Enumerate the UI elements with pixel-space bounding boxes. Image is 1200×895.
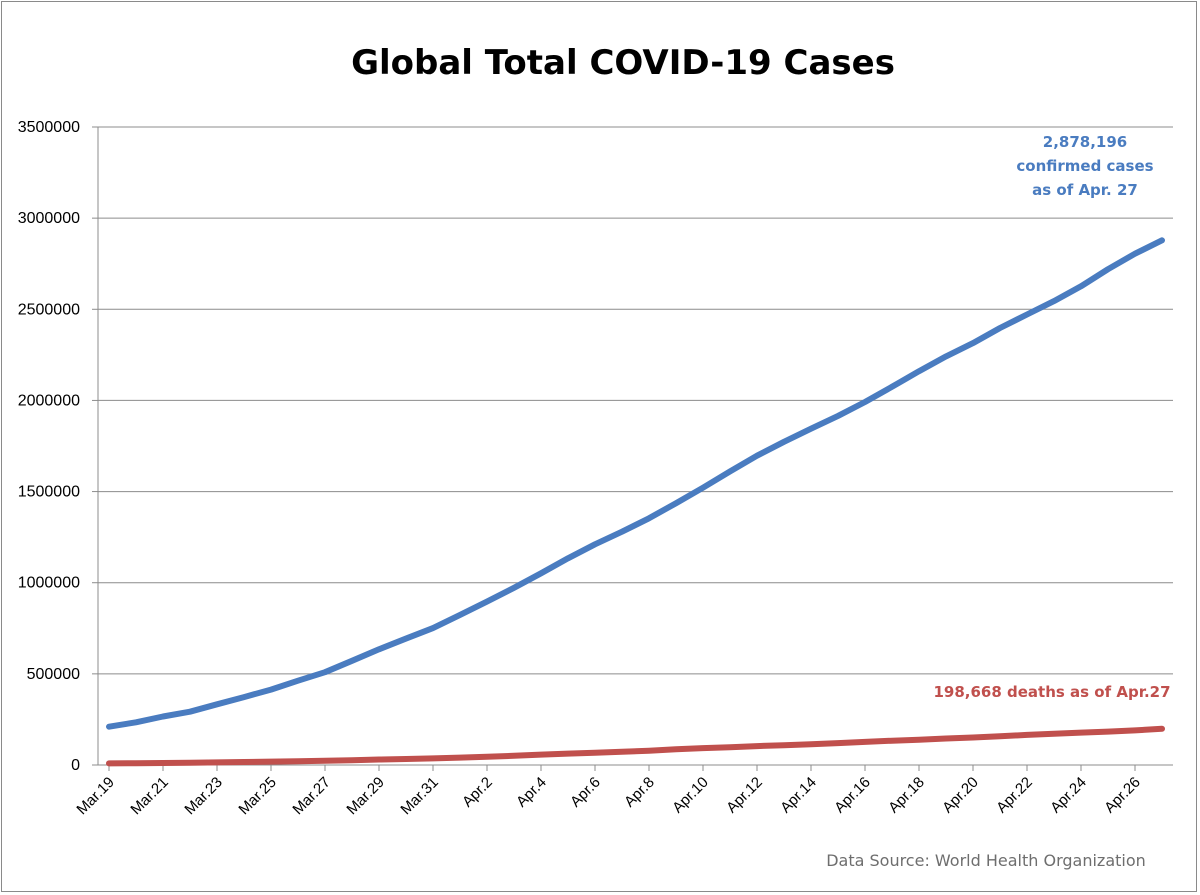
- y-tick-label: 500000: [27, 666, 80, 683]
- cases-annotation-value: 2,878,196: [1043, 133, 1127, 151]
- y-tick-label: 1500000: [18, 484, 80, 501]
- x-tick-label: Mar.25: [235, 774, 279, 818]
- y-tick-label: 2500000: [18, 301, 80, 318]
- y-tick-label: 2000000: [18, 392, 80, 409]
- x-tick-label: Apr.10: [669, 774, 712, 817]
- x-tick-label: Apr.2: [459, 774, 496, 811]
- x-tick-label: Mar.21: [127, 774, 171, 818]
- confirmed-cases-line: [106, 237, 1165, 730]
- x-tick-label: Apr.26: [1101, 774, 1144, 817]
- x-tick-label: Mar.31: [397, 774, 441, 818]
- x-tick-label: Mar.27: [289, 774, 333, 818]
- x-tick-label: Apr.4: [513, 774, 550, 811]
- x-tick-label: Apr.16: [831, 774, 874, 817]
- y-tick-label: 3500000: [18, 119, 80, 136]
- series-lines: [106, 237, 1165, 767]
- x-tick-label: Apr.24: [1047, 774, 1090, 817]
- x-tick-label: Apr.8: [621, 774, 658, 811]
- cases-annotation-label: confirmed cases: [1016, 157, 1153, 175]
- y-tick-label: 1000000: [18, 575, 80, 592]
- chart-title: Global Total COVID-19 Cases: [351, 43, 895, 83]
- x-tick-label: Apr.20: [939, 774, 982, 817]
- x-tick-label: Mar.19: [73, 774, 117, 818]
- deaths-annotation: 198,668 deaths as of Apr.27: [933, 683, 1170, 701]
- y-axis-ticks: 0 500000 1000000 1500000 2000000 2500000 30000…: [18, 119, 98, 774]
- x-tick-label: Apr.6: [567, 774, 604, 811]
- deaths-line: [106, 725, 1165, 767]
- x-tick-label: Mar.29: [343, 774, 387, 818]
- x-tick-label: Mar.23: [181, 774, 225, 818]
- x-tick-label: Apr.22: [993, 774, 1036, 817]
- x-tick-label: Apr.12: [723, 774, 766, 817]
- data-source-note: Data Source: World Health Organization: [826, 851, 1146, 870]
- cases-annotation-date: as of Apr. 27: [1032, 181, 1138, 199]
- grid-lines: [98, 126, 1173, 675]
- x-tick-label: Apr.18: [885, 774, 928, 817]
- axes: [97, 127, 1173, 766]
- y-tick-label: 0: [71, 757, 80, 774]
- y-tick-label: 3000000: [18, 210, 80, 227]
- x-tick-label: Apr.14: [777, 774, 820, 817]
- x-axis-ticks: Mar.19 Mar.21 Mar.23 Mar.25 Mar.27 Mar.29 Mar.…: [73, 765, 1144, 818]
